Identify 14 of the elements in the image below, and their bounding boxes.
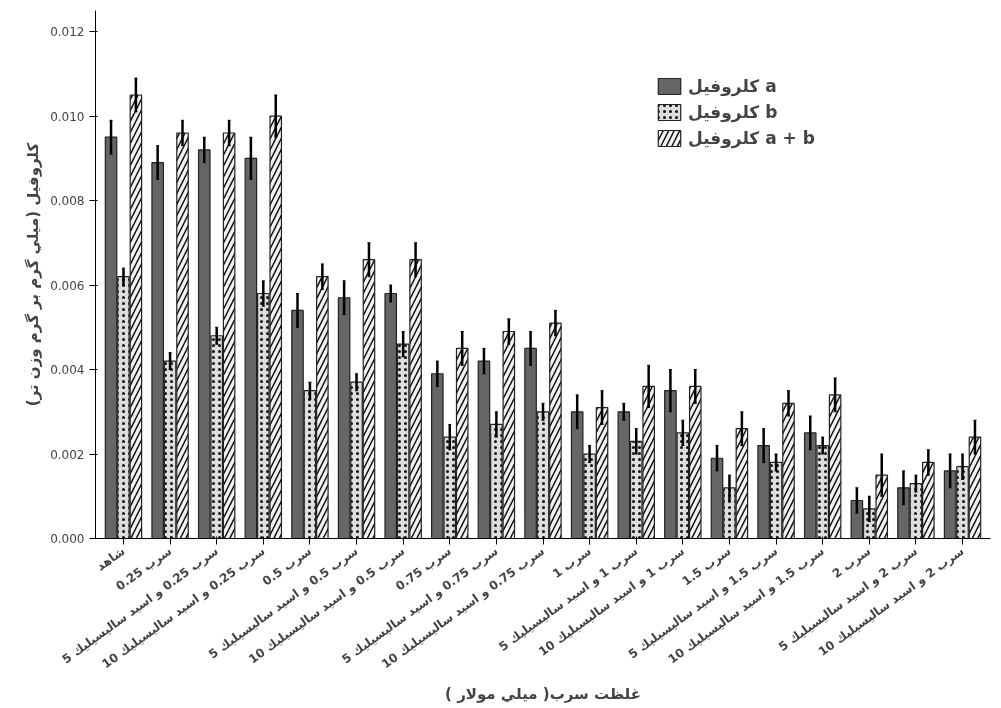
y-tick-label: 0.008 — [50, 194, 85, 209]
y-axis-title: كلروفيل (ميلي گرم بر گرم وزن تر) — [24, 142, 43, 407]
x-tick-label: سرب 1 — [550, 543, 594, 581]
x-tick-label: سرب 2 — [829, 543, 874, 581]
y-tick-label: 0.000 — [50, 532, 85, 546]
y-tick-label: 0.010 — [50, 109, 85, 124]
x-axis-title: غلظت سرب( ميلي مولار ) — [445, 684, 641, 703]
legend-label: كلروفيل a — [688, 76, 777, 96]
y-tick-label: 0.002 — [50, 447, 85, 462]
y-tick-label: 0.004 — [50, 363, 85, 378]
legend-label: كلروفيل a + b — [688, 128, 815, 148]
y-tick-label: 0.012 — [50, 25, 85, 40]
legend-label: كلروفيل b — [688, 102, 778, 122]
y-tick-label: 0.006 — [50, 278, 85, 293]
